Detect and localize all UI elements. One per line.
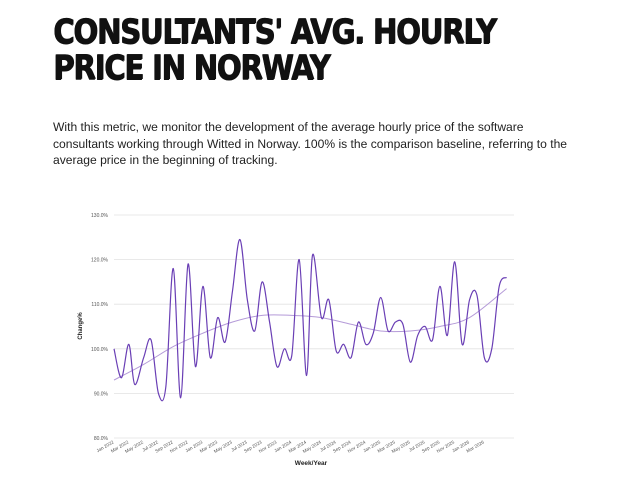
- y-tick-label: 80.0%: [94, 436, 109, 442]
- series-line-hourly-price: [113, 238, 508, 402]
- grid-lines: [114, 214, 514, 439]
- y-axis-label: Change%: [78, 312, 84, 340]
- page-title-text: CONSULTANTS' AVG. HOURLY PRICE IN NORWAY: [53, 12, 497, 88]
- y-tick-label: 120.0%: [91, 258, 109, 264]
- y-tick-label: 90.0%: [94, 391, 109, 397]
- page-title: CONSULTANTS' AVG. HOURLY PRICE IN NORWAY: [53, 14, 542, 86]
- y-tick-label: 130.0%: [91, 213, 109, 219]
- series-lines: [113, 238, 508, 402]
- line-chart: 80.0% 90.0% 100.0% 110.0% 120.0% 130.0% Jan 2…: [78, 213, 514, 467]
- y-axis-ticks: 80.0% 90.0% 100.0% 110.0% 120.0% 130.0%: [91, 213, 109, 442]
- series-line-trend: [113, 288, 507, 381]
- x-axis-label: Week/Year: [295, 460, 328, 467]
- y-tick-label: 110.0%: [91, 302, 108, 308]
- y-tick-label: 100.0%: [91, 347, 109, 353]
- page-description: With this metric, we monitor the develop…: [53, 120, 568, 167]
